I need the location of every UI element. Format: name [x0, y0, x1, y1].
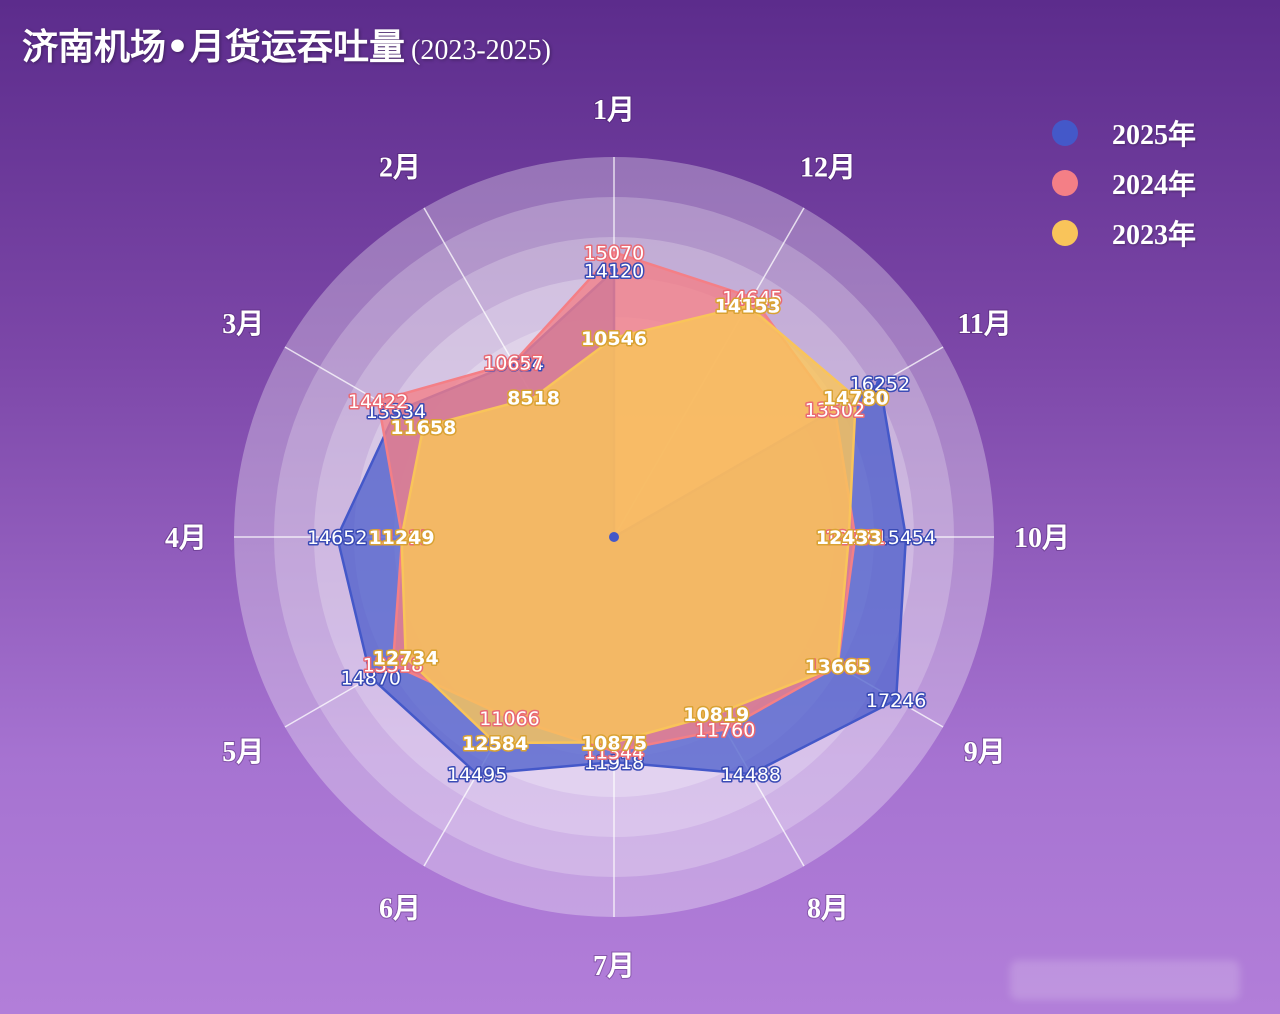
value-label-2023: 12433	[816, 527, 882, 549]
value-label-2025: 14870	[341, 667, 401, 689]
radar-center	[609, 532, 619, 542]
value-label-2023: 11658	[390, 417, 456, 439]
axis-label-2: 2月	[379, 152, 421, 183]
axis-label-12: 12月	[800, 152, 856, 183]
value-label-2023: 14780	[823, 387, 889, 409]
value-label-2025: 16252	[850, 374, 910, 396]
data-point-2025	[610, 758, 618, 767]
data-point-2025	[509, 359, 518, 368]
value-label-2023: 10819	[683, 704, 749, 726]
data-point-2025	[892, 695, 901, 704]
axis-label-1: 1月	[593, 95, 635, 126]
value-label-2023: 12584	[462, 733, 528, 755]
axis-label-6: 6月	[379, 894, 421, 925]
chart-title: 济南机场•月货运吞吐量 (2023-2025)	[22, 18, 551, 70]
axis-label-4: 4月	[165, 523, 207, 554]
value-label-2023: 12734	[373, 647, 439, 669]
chart-title-range: (2023-2025)	[411, 35, 551, 66]
value-label-2023: 8518	[507, 388, 560, 410]
data-point-2025	[333, 533, 342, 541]
legend-item-2024[interactable]: 2024年	[1052, 158, 1196, 208]
axis-label-11: 11月	[957, 309, 1011, 340]
legend-marker-2025	[1052, 120, 1078, 146]
value-label-2025: 10624	[483, 353, 543, 375]
data-point-2025	[610, 266, 618, 275]
value-label-2024: 12771	[825, 527, 885, 549]
value-label-2024: 11760	[695, 719, 755, 741]
value-label-2024: 11215	[372, 527, 432, 549]
data-point-2025	[746, 769, 755, 778]
value-label-2024: 14422	[348, 391, 408, 413]
value-label-2024: 13518	[363, 655, 423, 677]
value-label-2025: 11918	[584, 752, 644, 774]
axis-label-5: 5月	[222, 737, 264, 768]
legend-item-2025[interactable]: 2025年	[1052, 108, 1196, 158]
value-label-2023: 14153	[715, 296, 781, 318]
data-point-2025	[473, 770, 482, 779]
axis-label-8: 8月	[807, 894, 849, 925]
data-point-2025	[875, 379, 884, 388]
legend-label-2024: 2024年	[1112, 170, 1197, 201]
value-label-2024: 11344	[584, 741, 644, 763]
data-point-2025	[391, 407, 400, 416]
value-label-2024: 13502	[805, 400, 865, 422]
value-label-2025: 14120	[584, 260, 644, 282]
data-point-2025	[901, 533, 910, 541]
legend: 2025年 2024年 2023年	[1052, 108, 1196, 258]
value-label-2025: 14495	[447, 764, 507, 786]
value-label-2023: 10875	[581, 732, 647, 754]
legend-item-2023[interactable]: 2023年	[1052, 208, 1196, 258]
data-point-2025	[366, 673, 375, 682]
axis-label-10: 10月	[1014, 523, 1070, 554]
value-label-2024: 14645	[722, 287, 782, 309]
value-label-2025: 17246	[866, 690, 926, 712]
value-label-2025: 14652	[307, 527, 367, 549]
value-label-2024: 10657	[483, 353, 543, 375]
watermark	[1010, 960, 1240, 1000]
legend-marker-2024	[1052, 170, 1078, 196]
axis-label-9: 9月	[964, 737, 1006, 768]
chart-title-main: 济南机场•月货运吞吐量	[22, 27, 406, 68]
axis-label-3: 3月	[222, 309, 264, 340]
series-area-2023	[400, 304, 858, 745]
value-label-2024: 11066	[479, 708, 539, 730]
legend-label-2025: 2025年	[1112, 120, 1197, 151]
value-label-2025: 15454	[876, 527, 936, 549]
value-label-2025: 14488	[721, 764, 781, 786]
value-label-2025: 13334	[366, 401, 426, 423]
legend-marker-2023	[1052, 220, 1078, 246]
value-label-2023: 13665	[804, 656, 870, 678]
axis-label-7: 7月	[593, 951, 635, 982]
value-label-2024: 15070	[584, 242, 644, 264]
legend-label-2023: 2023年	[1112, 220, 1197, 251]
value-label-2024: 13665	[807, 656, 867, 678]
value-label-2023: 10546	[581, 328, 647, 350]
value-label-2023: 11249	[368, 527, 434, 549]
